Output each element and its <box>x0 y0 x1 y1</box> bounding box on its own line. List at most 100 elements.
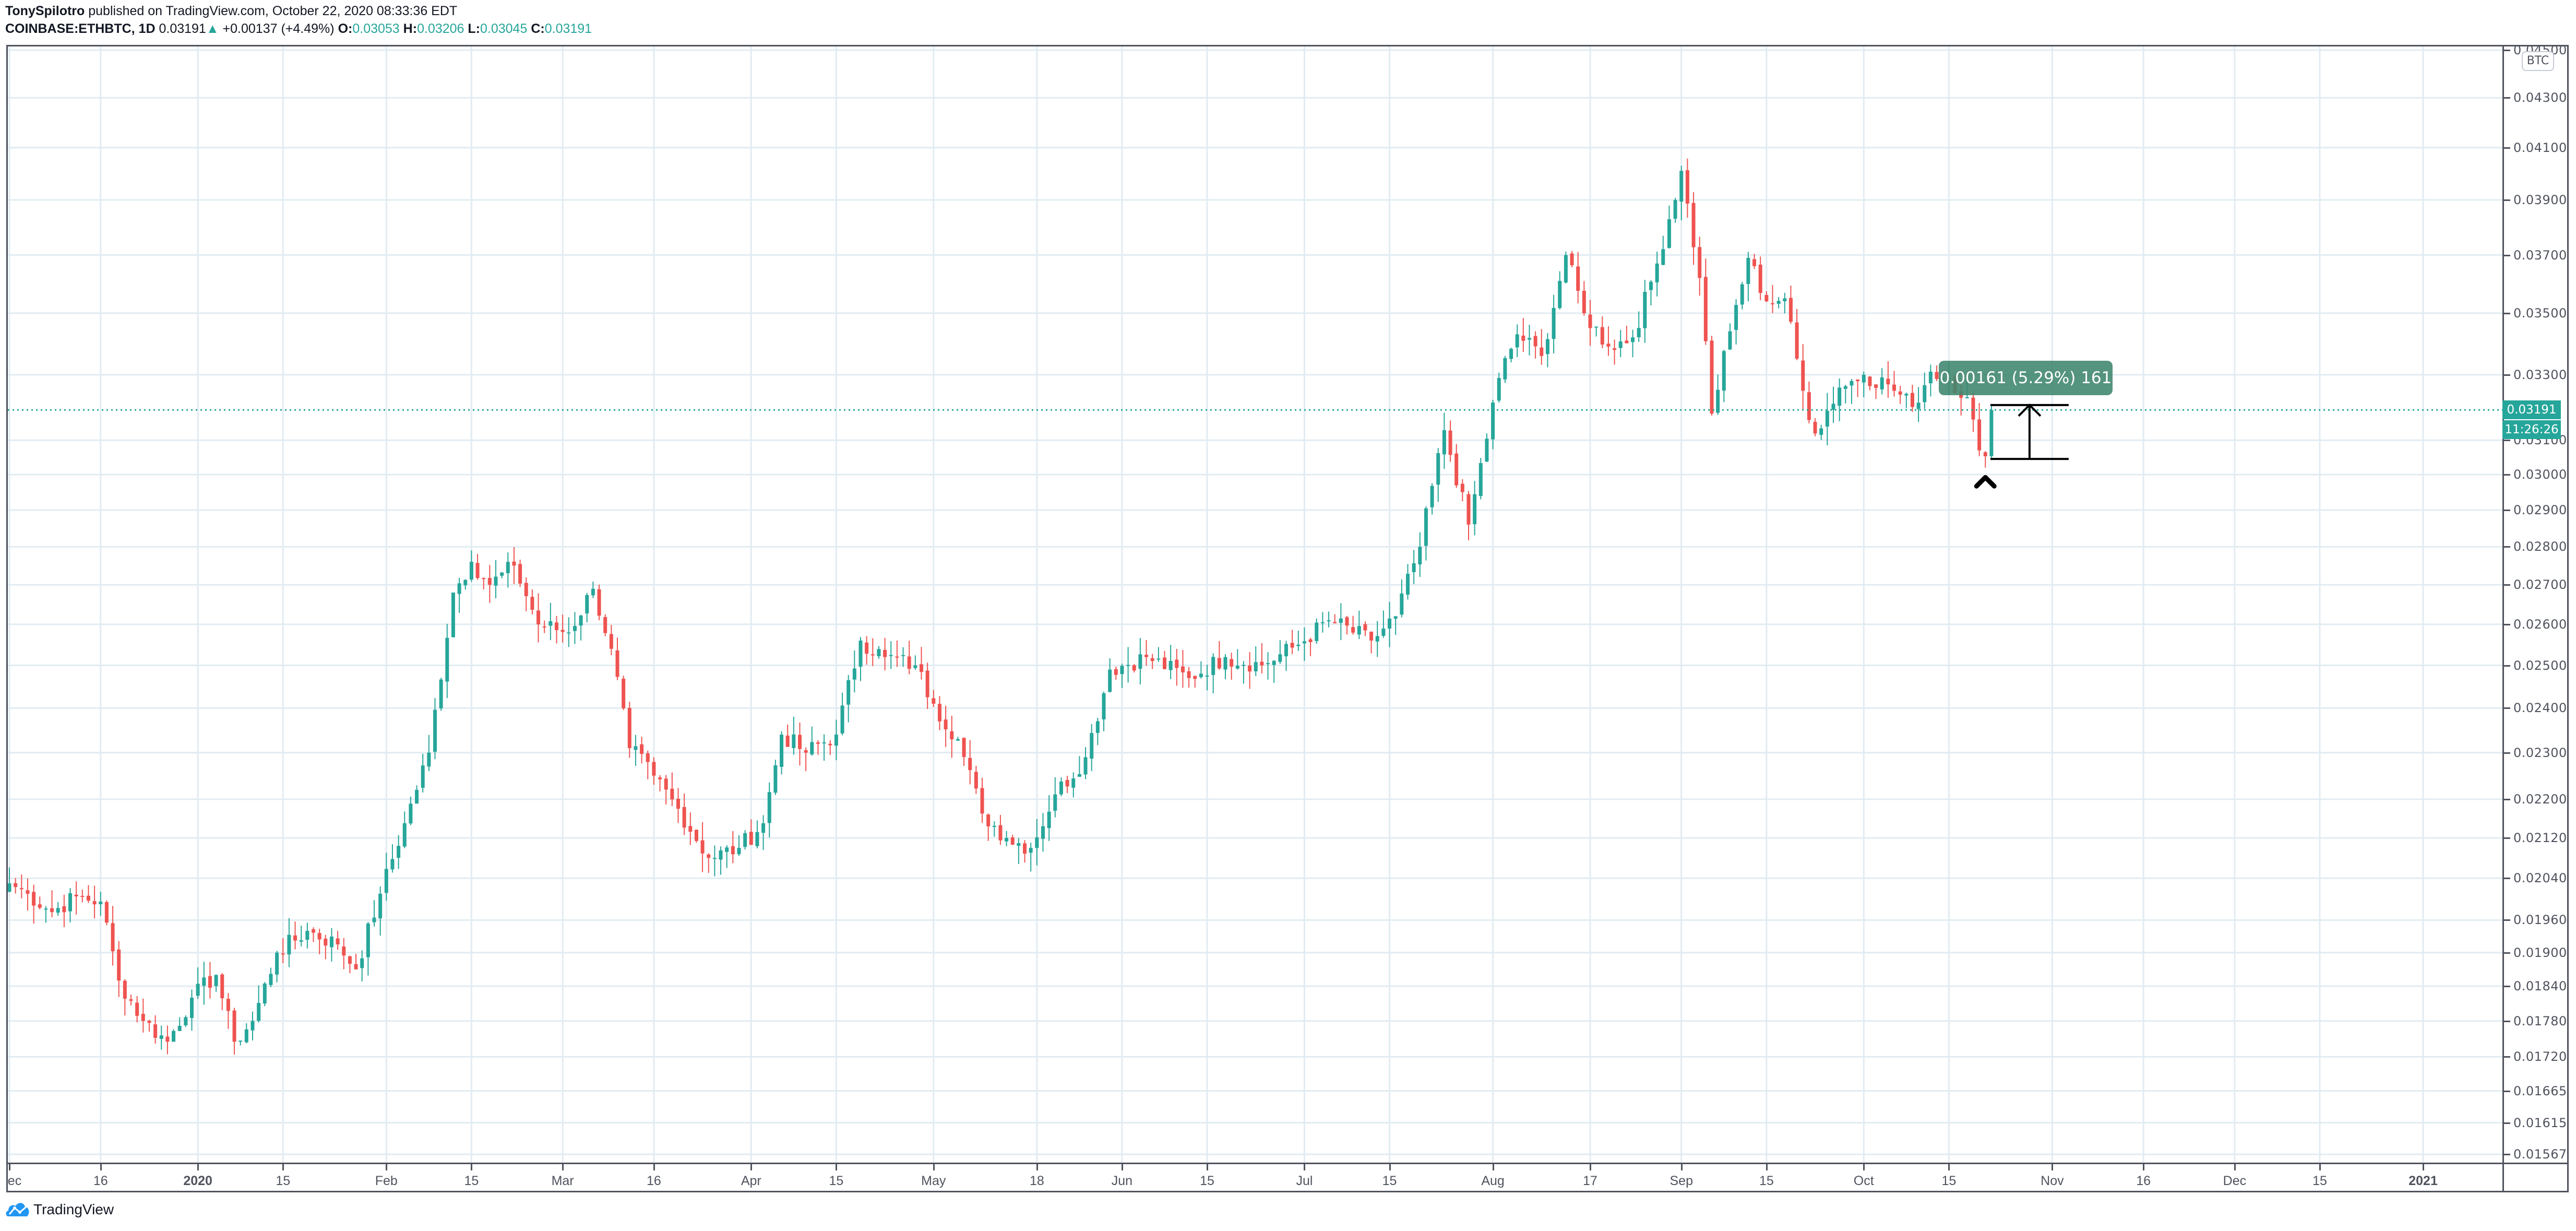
candle[interactable] <box>1843 385 1847 404</box>
candle[interactable] <box>177 1017 182 1032</box>
candle[interactable] <box>597 584 601 621</box>
candle[interactable] <box>1625 325 1629 344</box>
candle[interactable] <box>1898 386 1902 404</box>
candle[interactable] <box>1205 665 1209 691</box>
candle[interactable] <box>1545 333 1549 368</box>
candle[interactable] <box>780 731 784 775</box>
candle[interactable] <box>421 753 425 793</box>
candle[interactable] <box>1552 294 1556 354</box>
candle[interactable] <box>1083 747 1088 779</box>
candle[interactable] <box>773 760 778 795</box>
candle[interactable] <box>19 874 23 898</box>
candle[interactable] <box>1831 386 1835 423</box>
candle[interactable] <box>755 820 759 849</box>
candle[interactable] <box>1509 348 1513 363</box>
candle[interactable] <box>1594 326 1599 337</box>
candle[interactable] <box>761 815 766 850</box>
candle[interactable] <box>500 572 504 578</box>
candle[interactable] <box>1375 621 1379 657</box>
candle[interactable] <box>1606 326 1611 356</box>
candle[interactable] <box>804 747 808 772</box>
candle[interactable] <box>457 577 461 613</box>
candle[interactable] <box>1090 724 1094 772</box>
candle[interactable] <box>664 775 668 805</box>
candle[interactable] <box>920 647 923 680</box>
candle[interactable] <box>1473 481 1477 536</box>
candle[interactable] <box>147 1020 151 1032</box>
candle[interactable] <box>299 926 303 946</box>
candle[interactable] <box>1776 297 1781 309</box>
candle[interactable] <box>196 967 200 999</box>
candle[interactable] <box>1114 666 1118 680</box>
candle[interactable] <box>1935 365 1939 382</box>
candle[interactable] <box>1454 444 1459 488</box>
candle[interactable] <box>1333 614 1337 624</box>
candle[interactable] <box>1320 612 1325 633</box>
candle[interactable] <box>524 577 528 611</box>
candle[interactable] <box>1095 717 1100 745</box>
candle[interactable] <box>901 647 905 667</box>
candle[interactable] <box>1424 506 1428 561</box>
candle[interactable] <box>944 705 948 747</box>
candle[interactable] <box>1923 372 1927 409</box>
candle[interactable] <box>743 830 747 850</box>
candle[interactable] <box>129 995 133 1005</box>
candle[interactable] <box>1977 403 1982 456</box>
candle[interactable] <box>159 1025 163 1050</box>
candle[interactable] <box>1691 192 1696 265</box>
candle[interactable] <box>14 878 18 894</box>
candle[interactable] <box>1485 433 1489 462</box>
candle[interactable] <box>1643 280 1647 343</box>
candle[interactable] <box>232 1008 236 1055</box>
candle[interactable] <box>153 1015 158 1044</box>
candle[interactable] <box>1613 339 1617 365</box>
candle[interactable] <box>676 788 680 823</box>
candle[interactable] <box>244 1023 248 1044</box>
candle[interactable] <box>475 554 480 580</box>
candle[interactable] <box>1448 420 1452 462</box>
candle[interactable] <box>251 1011 255 1041</box>
candle[interactable] <box>1217 641 1221 670</box>
candle[interactable] <box>1698 236 1702 296</box>
candle[interactable] <box>1260 643 1264 674</box>
candle[interactable] <box>1710 336 1714 416</box>
candle[interactable] <box>1242 661 1246 684</box>
candle[interactable] <box>998 815 1003 845</box>
candle[interactable] <box>1388 601 1392 647</box>
candle[interactable] <box>870 638 875 666</box>
candle[interactable] <box>1223 654 1227 680</box>
candle[interactable] <box>1515 324 1519 357</box>
candle[interactable] <box>74 881 78 915</box>
candle[interactable] <box>1685 158 1689 218</box>
candle[interactable] <box>1442 412 1446 469</box>
candle[interactable] <box>469 550 473 582</box>
candle[interactable] <box>1910 384 1914 412</box>
candle[interactable] <box>1880 368 1884 395</box>
candle[interactable] <box>1862 371 1866 398</box>
candle[interactable] <box>1175 648 1179 686</box>
candle[interactable] <box>1029 843 1033 872</box>
candle[interactable] <box>883 637 887 671</box>
candle[interactable] <box>287 918 291 967</box>
candle[interactable] <box>694 830 698 843</box>
candle[interactable] <box>1211 653 1215 693</box>
price-axis[interactable]: 0.04500 0.04300 0.04100 0.03900 0.03700 0.035… <box>2502 43 2569 1163</box>
candle[interactable] <box>269 967 273 987</box>
candle[interactable] <box>32 884 36 924</box>
candle[interactable] <box>433 697 437 760</box>
candle[interactable] <box>293 921 297 950</box>
candle[interactable] <box>80 890 85 903</box>
candle[interactable] <box>1679 165 1684 220</box>
candle[interactable] <box>609 624 613 656</box>
candle[interactable] <box>560 614 565 643</box>
candle[interactable] <box>1272 660 1276 683</box>
candle[interactable] <box>1466 491 1471 540</box>
candle[interactable] <box>1308 637 1313 656</box>
candle[interactable] <box>1363 621 1367 636</box>
candle[interactable] <box>1618 329 1623 358</box>
candle[interactable] <box>226 993 230 1029</box>
candle[interactable] <box>1728 323 1732 350</box>
candle[interactable] <box>1746 252 1750 302</box>
candle[interactable] <box>487 565 492 603</box>
candle[interactable] <box>366 921 370 976</box>
